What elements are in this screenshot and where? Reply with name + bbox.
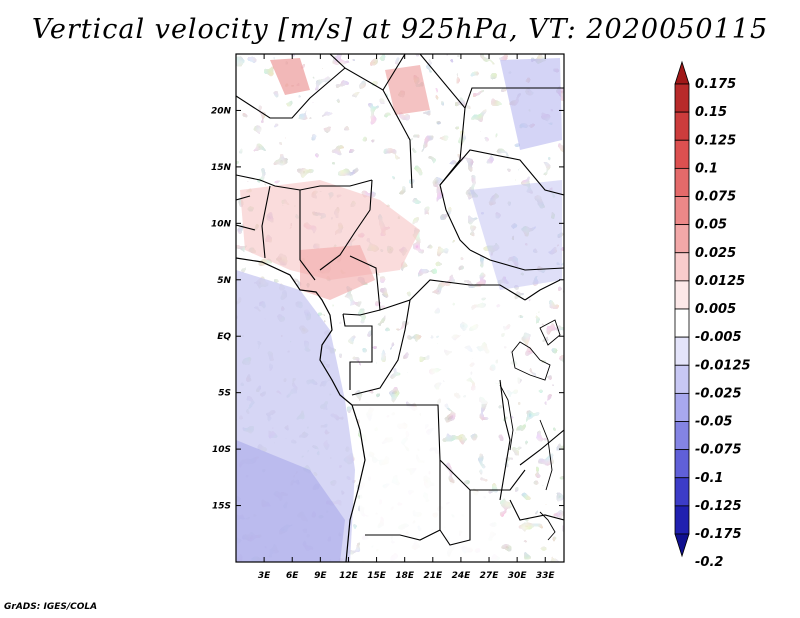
x-tick-label: 15E (367, 571, 387, 581)
colorbar-swatch (674, 252, 690, 282)
colorbar-swatch (674, 60, 690, 85)
colorbar-label: 0.075 (695, 190, 736, 205)
y-tick-label: 5S (218, 389, 231, 399)
x-tick-label: 12E (339, 571, 359, 581)
colorbar-label: -0.175 (695, 527, 742, 542)
colorbar-label: 0.025 (695, 246, 736, 261)
x-tick-label: 33E (536, 571, 556, 581)
colorbar-label: -0.075 (695, 443, 742, 458)
colorbar-label: 0.125 (695, 133, 736, 148)
y-tick-label: 20N (211, 106, 232, 116)
y-tick-label: 10S (212, 445, 231, 455)
y-tick-label: 15S (212, 502, 231, 512)
x-tick-label: 21E (423, 571, 443, 581)
colorbar-swatch (674, 421, 690, 451)
chart-title: Vertical velocity [m/s] at 925hPa, VT: 2… (31, 14, 769, 45)
colorbar-swatch (674, 364, 690, 394)
map-frame (235, 53, 565, 563)
x-tick-label: 6E (286, 571, 299, 581)
colorbar-swatch (674, 139, 690, 169)
y-tick-label: EQ (217, 332, 231, 342)
colorbar-swatch (674, 280, 690, 310)
x-tick-label: 27E (480, 571, 500, 581)
colorbar-label: 0.05 (695, 218, 727, 233)
colorbar-label: -0.0125 (695, 358, 751, 373)
colorbar-label: -0.2 (695, 555, 723, 570)
coastlines (236, 257, 561, 562)
y-tick-label: 5N (217, 276, 231, 286)
colorbar-label: 0.005 (695, 302, 736, 317)
x-tick-label: 3E (258, 571, 271, 581)
colorbar-swatch (674, 533, 690, 558)
colorbar-swatch (674, 505, 690, 535)
map-field (236, 54, 564, 562)
colorbar-swatch (674, 111, 690, 141)
colorbar-swatch (674, 336, 690, 366)
colorbar-swatch (674, 167, 690, 197)
colorbar: 0.175 0.15 0.125 0.1 0.075 0.05 0.025 0.0125 0.0… (674, 60, 751, 570)
colorbar-swatch (674, 477, 690, 507)
colorbar-swatch (674, 449, 690, 479)
x-tick-label: 18E (395, 571, 415, 581)
y-tick-label: 10N (211, 219, 232, 229)
colorbar-swatch (674, 196, 690, 226)
colorbar-label: -0.025 (695, 386, 742, 401)
colorbar-swatch (674, 392, 690, 422)
colorbar-label: 0.0125 (695, 274, 745, 289)
x-axis: 3E 6E 9E 12E 15E 18E 21E 24E 27E 30E 33E (258, 54, 556, 581)
colorbar-swatch (674, 83, 690, 113)
y-tick-label: 15N (211, 163, 232, 173)
x-tick-label: 30E (508, 571, 528, 581)
colorbar-label: 0.175 (695, 77, 736, 92)
x-tick-label: 24E (452, 571, 472, 581)
colorbar-swatch (674, 308, 690, 338)
y-axis: 20N 15N 10N 5N EQ 5S 10S 15S (211, 106, 564, 512)
country-borders (236, 54, 564, 546)
colorbar-label: 0.15 (695, 105, 727, 120)
colorbar-swatch (674, 224, 690, 254)
x-tick-label: 9E (314, 571, 327, 581)
colorbar-label: -0.005 (695, 330, 742, 345)
colorbar-label: 0.1 (695, 161, 718, 176)
colorbar-label: -0.1 (695, 471, 723, 486)
colorbar-label: -0.125 (695, 499, 742, 514)
footer-credit: GrADS: IGES/COLA (4, 602, 98, 612)
colorbar-label: -0.05 (695, 415, 732, 430)
